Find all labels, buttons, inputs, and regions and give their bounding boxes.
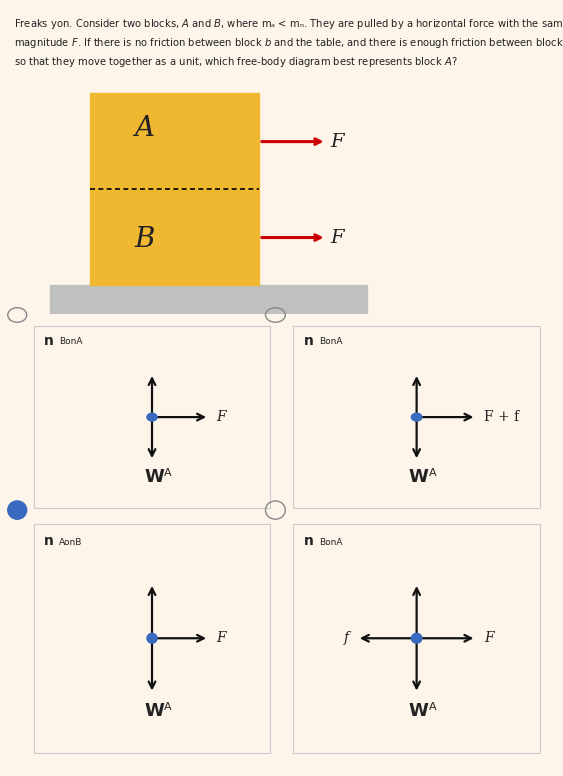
Text: W: W: [144, 468, 164, 487]
Text: W: W: [409, 702, 428, 720]
Bar: [293, 326, 540, 508]
Circle shape: [412, 633, 422, 643]
Text: n: n: [304, 334, 314, 348]
Text: F: F: [217, 410, 226, 424]
Text: Freaks yon. Consider two blocks, ​$A$ and $B$, where mₐ < mₙ. They are pulled by: Freaks yon. Consider two blocks, ​$A$ an…: [14, 17, 563, 69]
Text: BonA: BonA: [59, 338, 83, 346]
Text: F: F: [330, 133, 343, 151]
Text: BonA: BonA: [319, 538, 343, 547]
Text: A: A: [429, 468, 437, 478]
Text: F: F: [217, 631, 226, 646]
Bar: [90, 189, 259, 286]
Circle shape: [412, 413, 422, 421]
Bar: [90, 93, 259, 189]
Bar: [34, 524, 270, 753]
Text: A: A: [429, 702, 437, 712]
Text: F + f: F + f: [484, 410, 520, 424]
Bar: [50, 286, 367, 314]
Text: W: W: [144, 702, 164, 720]
Text: f: f: [344, 631, 349, 646]
Text: n: n: [304, 534, 314, 548]
Text: A: A: [164, 468, 172, 478]
Circle shape: [147, 413, 157, 421]
Text: AonB: AonB: [59, 538, 83, 547]
Text: F: F: [330, 229, 343, 247]
Bar: [34, 326, 270, 508]
Text: A: A: [164, 702, 172, 712]
Text: B: B: [134, 227, 154, 253]
Text: n: n: [44, 334, 54, 348]
Circle shape: [147, 633, 157, 643]
Circle shape: [8, 501, 26, 519]
Text: W: W: [409, 468, 428, 487]
Text: F: F: [484, 631, 494, 646]
Text: BonA: BonA: [319, 338, 343, 346]
Text: n: n: [44, 534, 54, 548]
Bar: [293, 524, 540, 753]
Text: A: A: [134, 115, 154, 142]
